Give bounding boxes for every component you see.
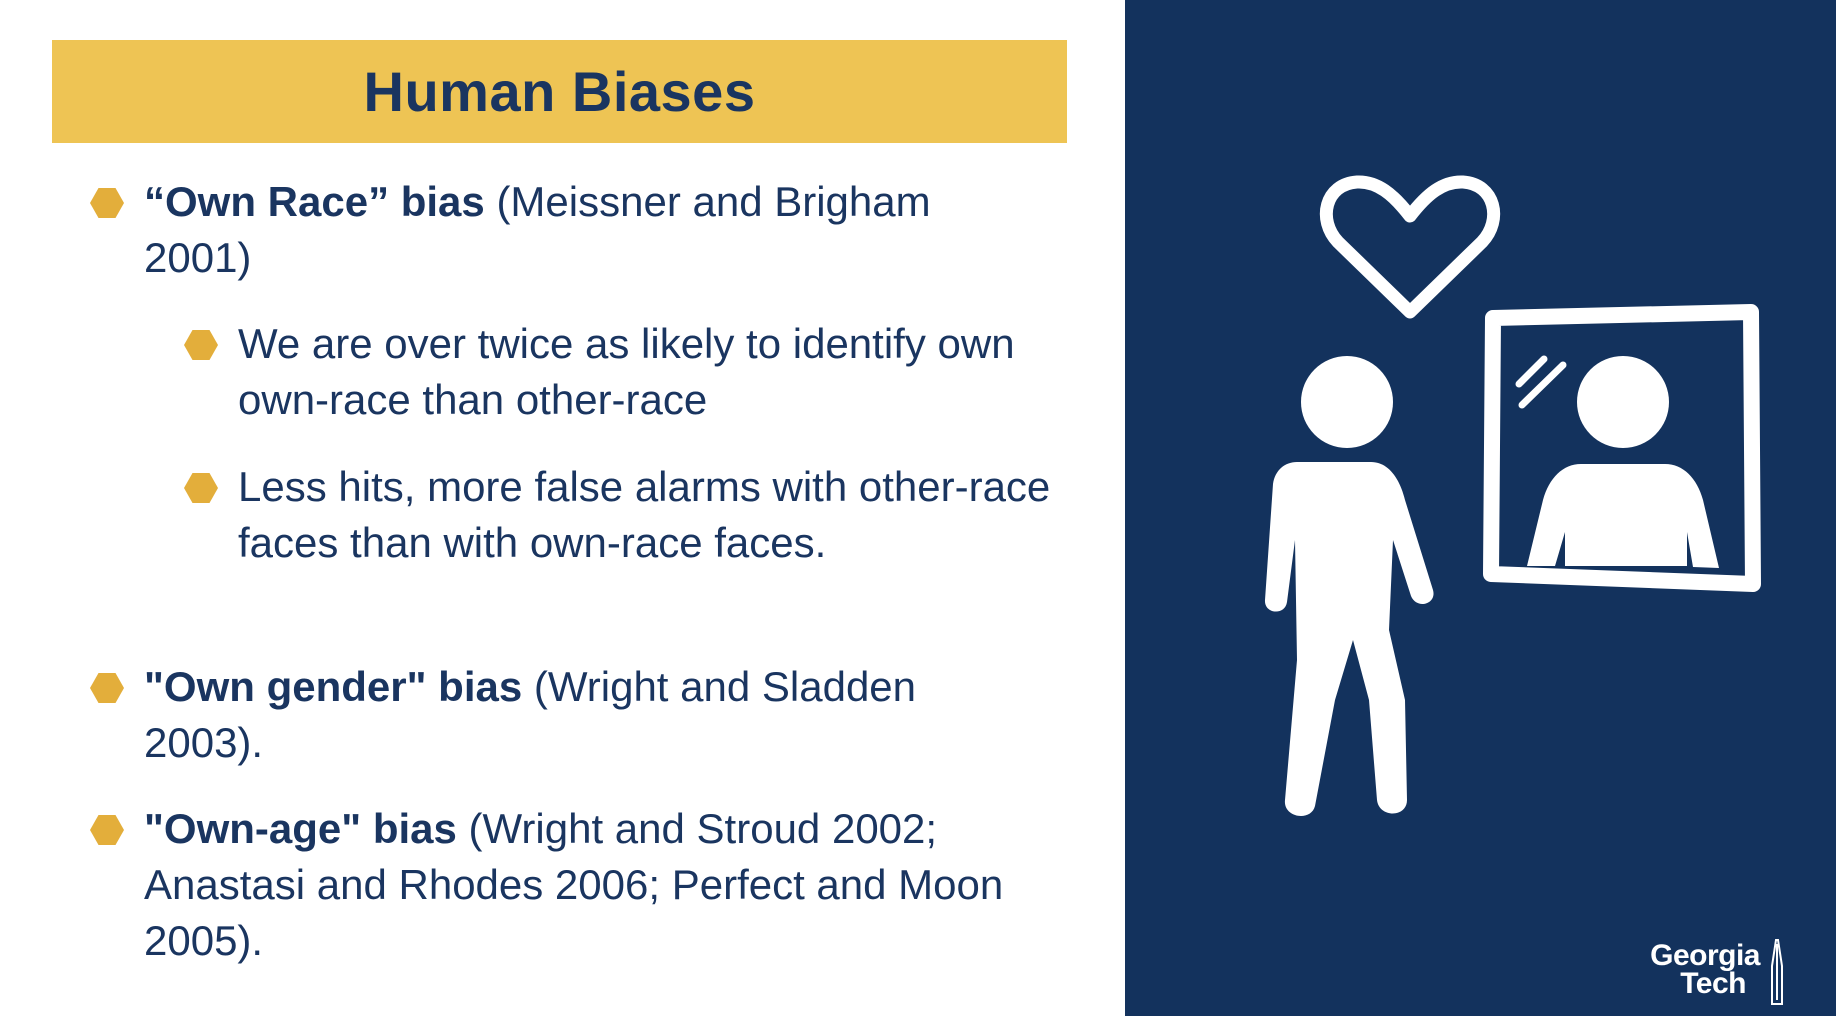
title-banner: Human Biases [52, 40, 1067, 143]
bullet-own-race: “Own Race” bias (Meissner and Brigham 20… [90, 174, 1044, 286]
bullet-hexagon-icon [90, 188, 124, 218]
bullet-own-age-heading: "Own-age" bias [144, 805, 457, 852]
self-love-illustration [1264, 175, 1783, 1005]
sub-bullet-less-hits: Less hits, more false alarms with other-… [184, 459, 1058, 571]
bullet-own-race-citation: (Meissner and Brigham 2001) [144, 178, 931, 281]
bullet-own-gender-heading: "Own gender" bias [144, 663, 523, 710]
logo-line-2: Tech [1680, 967, 1746, 1000]
bullet-own-age: "Own-age" bias (Wright and Stroud 2002; … [90, 801, 1044, 969]
bullet-hexagon-icon [184, 473, 218, 503]
illustration-panel: Georgia Tech [1125, 0, 1836, 1016]
mirror-icon [1483, 304, 1761, 592]
logo-line-1: Georgia [1650, 939, 1760, 972]
heart-icon [1319, 175, 1501, 319]
georgia-tech-logo: Georgia Tech [1650, 939, 1760, 1000]
bullet-hexagon-icon [90, 815, 124, 845]
reflection-icon [1527, 356, 1719, 568]
sub-bullet-text: We are over twice as likely to identify … [238, 320, 1015, 423]
bullet-own-gender: "Own gender" bias (Wright and Sladden 20… [90, 659, 1044, 771]
slide-content-panel: Human Biases “Own Race” bias (Meissner a… [52, 40, 1067, 969]
sub-bullet-text: Less hits, more false alarms with other-… [238, 463, 1051, 566]
bullet-hexagon-icon [184, 330, 218, 360]
bullet-own-gender-citation: (Wright and Sladden 2003). [144, 663, 917, 766]
tech-tower-icon [1771, 939, 1783, 1005]
sub-bullet-twice-as-likely: We are over twice as likely to identify … [184, 316, 1058, 428]
bullet-own-race-heading: “Own Race” bias [144, 178, 485, 225]
slide-title: Human Biases [363, 60, 756, 123]
bullet-hexagon-icon [90, 673, 124, 703]
bullet-own-age-citation: (Wright and Stroud 2002; Anastasi and Rh… [144, 805, 1004, 964]
person-icon [1264, 356, 1434, 817]
